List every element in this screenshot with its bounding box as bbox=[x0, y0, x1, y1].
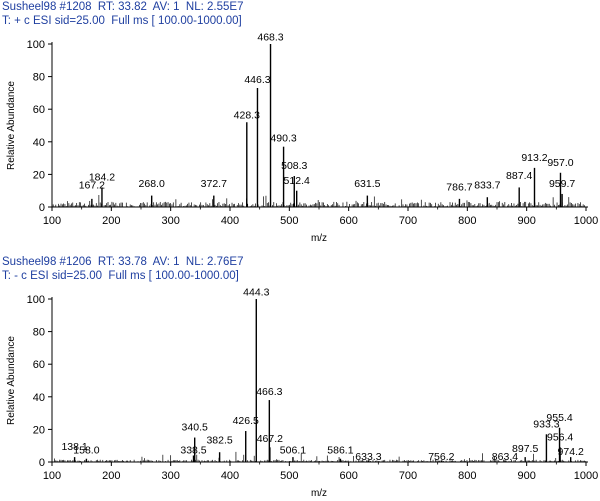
spectrum-2-x-tick-label-7: 800 bbox=[458, 470, 476, 482]
spectrum-2-peak-label-12: 756.2 bbox=[428, 451, 454, 463]
spectrum-1-x-tick-label-6: 700 bbox=[399, 215, 417, 227]
spectrum-1-x-tick-label-2: 300 bbox=[161, 215, 179, 227]
spectrum-2-peak-label-9: 506.1 bbox=[280, 444, 306, 456]
spectrum-1-peak-label-16: 959.7 bbox=[549, 178, 575, 190]
spectrum-1-peak-label-10: 631.5 bbox=[354, 178, 380, 190]
spectrum-1-peak-label-11: 786.7 bbox=[446, 181, 472, 193]
spectrum-1-x-tick-label-5: 600 bbox=[339, 215, 357, 227]
spectrum-1-x-tick-label-1: 200 bbox=[102, 215, 120, 227]
spectrum-2-header-line-2: T: - c ESI sid=25.00 Full ms [ 100.00-10… bbox=[2, 270, 239, 282]
spectrum-2-peak-label-17: 956.4 bbox=[547, 431, 573, 443]
spectrum-1-peak-label-14: 913.2 bbox=[521, 152, 547, 164]
spectrum-2-peak-label-11: 633.3 bbox=[355, 451, 381, 463]
spectrum-1-peak-label-15: 957.0 bbox=[547, 157, 573, 169]
spectrum-1-y-axis-title: Relative Abundance bbox=[6, 81, 17, 170]
spectrum-2-y-tick-label-1: 20 bbox=[33, 424, 45, 436]
spectrum-1-x-tick-label-4: 500 bbox=[280, 215, 298, 227]
spectrum-2-x-tick-label-4: 500 bbox=[280, 470, 298, 482]
spectrum-2-y-tick-label-0: 0 bbox=[39, 457, 45, 469]
spectrum-2-peak-label-7: 466.3 bbox=[256, 386, 282, 398]
spectrum-1-header-line-1: Susheel98 #1208 RT: 33.82 AV: 1 NL: 2.55… bbox=[2, 1, 244, 13]
spectrum-1-x-tick-label-8: 900 bbox=[517, 215, 535, 227]
spectrum-2-x-tick-label-3: 400 bbox=[221, 470, 239, 482]
spectrum-1-peak-label-4: 428.3 bbox=[234, 110, 260, 122]
spectrum-2-y-tick-label-3: 60 bbox=[33, 359, 45, 371]
spectrum-1-peak-label-9: 512.4 bbox=[284, 175, 310, 187]
spectrum-1-y-tick-label-5: 100 bbox=[27, 39, 45, 51]
spectrum-2-peak-label-16: 955.4 bbox=[546, 412, 572, 424]
spectrum-2-peak-label-1: 158.0 bbox=[73, 444, 99, 456]
spectrum-1-x-axis-title: m/z bbox=[311, 233, 327, 244]
spectrum-2-x-tick-label-1: 200 bbox=[102, 470, 120, 482]
spectrum-2-x-tick-label-2: 300 bbox=[161, 470, 179, 482]
spectrum-2-x-axis-title: m/z bbox=[311, 488, 327, 499]
spectrum-1-y-tick-label-2: 40 bbox=[33, 137, 45, 149]
spectrum-1-x-tick-label-9: 1000 bbox=[574, 215, 598, 227]
spectrum-1-peak-label-5: 446.3 bbox=[244, 74, 270, 86]
spectrum-1-peak-label-3: 372.7 bbox=[201, 178, 227, 190]
spectrum-1-y-tick-label-3: 60 bbox=[33, 104, 45, 116]
spectrum-2-x-tick-label-9: 1000 bbox=[574, 470, 598, 482]
spectrum-2-peak-label-2: 338.5 bbox=[180, 444, 206, 456]
spectrum-1-peak-label-0: 167.2 bbox=[79, 180, 105, 192]
spectrum-2-peak-label-10: 586.1 bbox=[327, 444, 353, 456]
spectrum-2-peak-label-18: 974.2 bbox=[558, 446, 584, 458]
spectrum-1-peak-label-1: 184.2 bbox=[89, 172, 115, 184]
spectrum-2-peak-label-5: 426.5 bbox=[233, 415, 259, 427]
spectrum-2-peak-label-15: 933.3 bbox=[533, 418, 559, 430]
spectrum-1-peak-label-2: 268.0 bbox=[139, 178, 165, 190]
spectrum-1-header-line-2: T: + c ESI sid=25.00 Full ms [ 100.00-10… bbox=[2, 15, 242, 27]
spectrum-2-x-tick-label-8: 900 bbox=[517, 470, 535, 482]
spectrum-1-y-tick-label-1: 20 bbox=[33, 169, 45, 181]
spectrum-1-y-tick-label-0: 0 bbox=[39, 202, 45, 214]
spectrum-1-x-tick-label-7: 800 bbox=[458, 215, 476, 227]
spectrum-2-peak-label-13: 863.4 bbox=[492, 451, 518, 463]
spectrum-2-y-tick-label-5: 100 bbox=[27, 294, 45, 306]
spectrum-2-y-tick-label-4: 80 bbox=[33, 327, 45, 339]
spectrum-2-header-line-1: Susheel98 #1206 RT: 33.78 AV: 1 NL: 2.76… bbox=[2, 256, 244, 268]
spectrum-2-x-tick-label-0: 100 bbox=[43, 470, 61, 482]
spectrum-2-y-axis-title: Relative Abundance bbox=[6, 336, 17, 425]
spectrum-2-peak-label-4: 382.5 bbox=[206, 435, 232, 447]
spectrum-1-x-tick-label-3: 400 bbox=[221, 215, 239, 227]
spectrum-2-peak-label-8: 467.2 bbox=[257, 433, 283, 445]
spectrum-1-peak-label-6: 468.3 bbox=[257, 31, 283, 43]
spectrum-1-peak-label-7: 490.3 bbox=[270, 132, 296, 144]
spectrum-2-peak-label-0: 138.1 bbox=[61, 441, 87, 453]
spectrum-1-peak-label-8: 508.3 bbox=[281, 160, 307, 172]
spectrum-2-y-tick-label-2: 40 bbox=[33, 392, 45, 404]
spectrum-1-y-tick-label-4: 80 bbox=[33, 72, 45, 84]
spectrum-1-peak-label-13: 887.4 bbox=[506, 170, 532, 182]
spectrum-2-peak-label-6: 444.3 bbox=[243, 286, 269, 298]
spectrum-1-peak-label-12: 833.7 bbox=[474, 180, 500, 192]
spectrum-2-x-tick-label-6: 700 bbox=[399, 470, 417, 482]
spectrum-2-peak-label-14: 897.5 bbox=[512, 443, 538, 455]
spectrum-2-x-tick-label-5: 600 bbox=[339, 470, 357, 482]
spectrum-1-x-tick-label-0: 100 bbox=[43, 215, 61, 227]
spectrum-2-peak-label-3: 340.5 bbox=[182, 422, 208, 434]
